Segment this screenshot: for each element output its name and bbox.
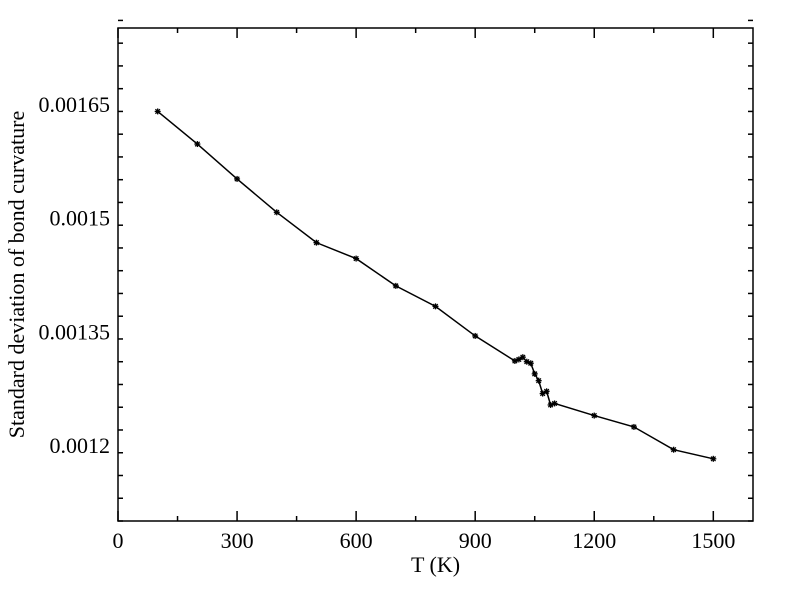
x-axis-label: T (K) <box>411 552 460 577</box>
data-point-marker <box>591 412 598 419</box>
y-tick-label: 0.00165 <box>39 92 111 117</box>
data-point-marker <box>313 239 320 246</box>
data-point-marker <box>273 209 280 216</box>
x-tick-label: 1500 <box>691 528 735 553</box>
data-point-marker <box>234 175 241 182</box>
data-point-marker <box>519 354 526 361</box>
y-tick-label: 0.00135 <box>39 319 111 344</box>
series-group <box>154 108 717 462</box>
data-point-marker <box>551 400 558 407</box>
data-point-marker <box>353 255 360 262</box>
x-tick-label: 0 <box>113 528 124 553</box>
x-axis-ticks: 0 300 600 900 1200 1500 <box>113 28 735 553</box>
y-axis-ticks: 0.0012 0.00135 0.0015 0.00165 <box>39 19 753 522</box>
data-point-marker <box>472 332 479 339</box>
data-point-marker <box>531 370 538 377</box>
data-point-marker <box>392 282 399 289</box>
x-tick-label: 900 <box>459 528 492 553</box>
y-axis-label: Standard deviation of bond curvature <box>4 111 29 438</box>
data-point-marker <box>670 446 677 453</box>
data-point-marker <box>432 303 439 310</box>
plot-frame <box>117 27 754 522</box>
x-tick-label: 1200 <box>572 528 616 553</box>
data-point-marker <box>194 141 201 148</box>
y-tick-label: 0.0015 <box>50 206 111 231</box>
data-point-marker <box>710 455 717 462</box>
series-line <box>157 110 714 460</box>
data-point-marker <box>535 377 542 384</box>
x-tick-label: 300 <box>221 528 254 553</box>
x-tick-label: 600 <box>340 528 373 553</box>
data-point-marker <box>543 388 550 395</box>
y-tick-label: 0.0012 <box>50 433 111 458</box>
data-point-marker <box>527 360 534 367</box>
data-point-marker <box>154 108 161 115</box>
data-point-marker <box>630 423 637 430</box>
data-point-marker <box>515 356 522 363</box>
